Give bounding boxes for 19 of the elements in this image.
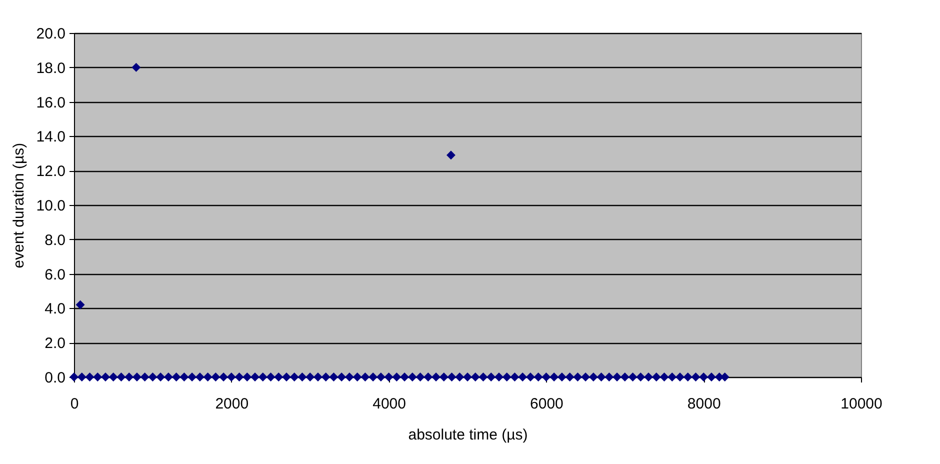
x-tick-label: 2000 xyxy=(215,396,249,412)
y-tick-label: 2.0 xyxy=(44,335,66,352)
x-tick-label: 8000 xyxy=(687,396,721,412)
y-tick-label: 10.0 xyxy=(36,198,66,214)
x-axis-title: absolute time (µs) xyxy=(408,426,528,444)
y-tick-label: 4.0 xyxy=(44,300,66,318)
y-tick-label: 6.0 xyxy=(44,266,66,284)
y-tick-label: 12.0 xyxy=(36,163,66,180)
y-tick-label: 8.0 xyxy=(44,232,66,249)
x-tick-label: 10000 xyxy=(840,396,882,412)
x-tick-label: 4000 xyxy=(372,396,406,412)
y-tick-label: 0.0 xyxy=(44,370,66,386)
x-tick-label: 0 xyxy=(70,396,79,412)
y-tick-label: 18.0 xyxy=(36,60,66,77)
y-tick-label: 20.0 xyxy=(36,26,66,42)
y-axis-title: event duration (µs) xyxy=(10,142,28,268)
x-tick-label: 6000 xyxy=(530,396,564,412)
y-tick-label: 16.0 xyxy=(36,94,66,112)
y-tick-label: 14.0 xyxy=(36,128,66,146)
